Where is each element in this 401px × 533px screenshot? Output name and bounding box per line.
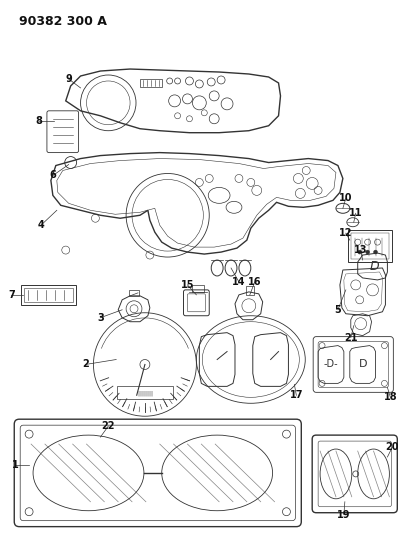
Text: 15: 15 (180, 280, 194, 290)
Text: 7: 7 (8, 290, 14, 300)
Circle shape (357, 250, 361, 254)
Circle shape (373, 250, 377, 254)
Circle shape (365, 250, 369, 254)
Text: 6: 6 (49, 171, 56, 181)
Text: -D-: -D- (323, 359, 338, 369)
Text: 22: 22 (101, 421, 115, 431)
Bar (129, 290, 139, 296)
Text: 5: 5 (334, 305, 340, 315)
Text: 9: 9 (65, 74, 72, 84)
Text: 16: 16 (247, 277, 261, 287)
Bar (140, 79, 161, 87)
Text: 90382 300 A: 90382 300 A (19, 15, 107, 28)
Text: 20: 20 (385, 442, 398, 452)
Text: 13: 13 (353, 245, 367, 255)
Text: 14: 14 (232, 277, 245, 287)
Text: 3: 3 (97, 313, 103, 323)
Text: 18: 18 (383, 392, 396, 402)
Text: 21: 21 (343, 333, 356, 343)
Text: 11: 11 (348, 208, 362, 219)
Text: 8: 8 (35, 116, 43, 126)
Bar (347, 230, 391, 262)
Text: 1: 1 (12, 460, 18, 470)
Text: D: D (369, 260, 379, 272)
Text: ||||||||: |||||||| (137, 391, 152, 396)
Text: 2: 2 (82, 359, 89, 369)
Text: D: D (358, 359, 366, 369)
Bar (21, 285, 75, 305)
Bar (117, 386, 172, 399)
Text: 19: 19 (336, 510, 350, 520)
Text: 4: 4 (38, 220, 44, 230)
Bar (192, 285, 204, 292)
Text: 12: 12 (338, 228, 352, 238)
Text: 17: 17 (289, 390, 302, 400)
Text: 10: 10 (338, 193, 352, 204)
Bar (24, 288, 73, 302)
Bar (350, 233, 389, 259)
Bar (245, 286, 253, 295)
